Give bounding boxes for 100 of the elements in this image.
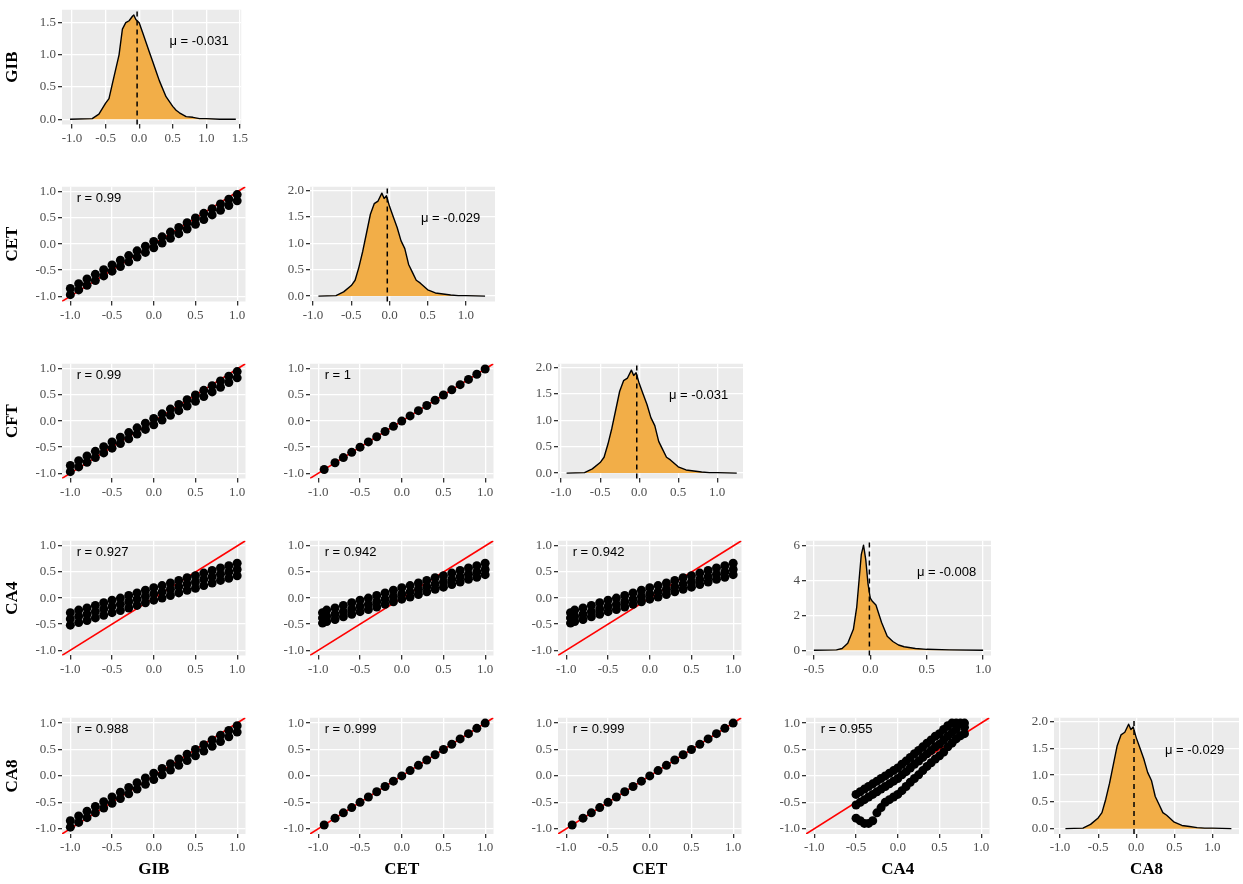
x-tick-label: -0.5 <box>349 839 371 855</box>
point <box>645 771 655 781</box>
point <box>670 755 680 765</box>
x-tick-label: -1.0 <box>550 483 572 499</box>
point <box>347 803 357 813</box>
point <box>413 406 423 416</box>
y-tick-label: 0.5 <box>287 563 304 579</box>
point <box>480 718 490 728</box>
x-tick-label: 0.5 <box>670 483 687 499</box>
x-tick-label: 1.5 <box>231 129 248 145</box>
point <box>207 387 217 397</box>
y-tick-label: 6 <box>793 537 801 553</box>
x-tick-label: -1.0 <box>308 839 329 855</box>
x-tick-label: -1.0 <box>556 660 577 676</box>
y-tick-label: 0.5 <box>287 740 304 756</box>
x-tick-label: 0.5 <box>1166 839 1183 855</box>
point <box>620 787 630 797</box>
x-tick-label: 1.0 <box>974 660 992 676</box>
y-tick-label: 0.5 <box>39 386 56 402</box>
point <box>224 201 234 211</box>
point <box>686 744 696 754</box>
y-tick-label: -0.5 <box>779 793 800 809</box>
y-tick-label: -0.5 <box>283 793 304 809</box>
y-tick-label: 1.0 <box>287 537 304 553</box>
x-tick-label: -1.0 <box>60 306 81 322</box>
y-tick-label: 0.0 <box>39 110 56 126</box>
x-tick-label: 1.0 <box>709 483 726 499</box>
x-tick-label: -1.0 <box>1049 839 1071 855</box>
y-tick-label: 0.5 <box>287 261 304 277</box>
point <box>472 723 482 733</box>
y-tick-label: 1.0 <box>535 411 552 427</box>
y-tick-label: -0.5 <box>35 438 56 454</box>
x-tick-label: -0.5 <box>349 483 371 499</box>
x-axis-title: CA4 <box>881 859 915 879</box>
y-tick-label: 0.5 <box>1031 793 1048 809</box>
y-tick-label: 0.0 <box>39 767 56 783</box>
x-tick-label: 1.0 <box>229 306 246 322</box>
y-tick-label: 2.0 <box>287 181 304 197</box>
x-tick-label: -1.0 <box>556 839 577 855</box>
y-tick-label: 1.5 <box>1031 739 1048 755</box>
y-tick-label: 1.0 <box>39 537 56 553</box>
annotation: r = 0.942 <box>324 543 377 559</box>
point <box>567 820 577 830</box>
x-tick-label: -1.0 <box>804 839 825 855</box>
x-tick-label: -1.0 <box>60 839 81 855</box>
y-tick-label: 0.5 <box>39 209 56 225</box>
x-tick-label: 0.5 <box>435 660 452 676</box>
point <box>199 215 209 225</box>
point <box>447 739 457 749</box>
x-tick-label: -0.5 <box>101 660 123 676</box>
x-tick-label: 0.5 <box>435 839 452 855</box>
annotation: μ = -0.029 <box>1165 741 1225 757</box>
point <box>355 797 365 807</box>
x-tick-label: -0.5 <box>95 129 116 145</box>
y-tick-label: -1.0 <box>531 641 552 657</box>
y-tick-label: 0.5 <box>39 740 56 756</box>
y-tick-label: 2 <box>793 606 800 622</box>
y-tick-label: 0.5 <box>535 563 552 579</box>
point <box>190 751 200 761</box>
point <box>422 400 432 410</box>
x-axis-title: GIB <box>138 859 170 879</box>
x-tick-label: 1.0 <box>477 839 494 855</box>
x-tick-label: 0.0 <box>889 839 906 855</box>
y-axis-title: CFT <box>1 403 21 439</box>
point <box>74 462 84 472</box>
x-tick-label: 1.0 <box>457 306 475 322</box>
point <box>695 739 705 749</box>
point <box>430 750 440 760</box>
point <box>174 229 184 239</box>
point <box>636 776 646 786</box>
y-tick-label: 0.5 <box>535 438 552 454</box>
point <box>149 420 159 430</box>
point <box>90 453 100 463</box>
x-tick-label: 0.5 <box>187 483 204 499</box>
x-tick-label: 0.5 <box>419 306 436 322</box>
point <box>628 781 638 791</box>
point <box>595 803 605 813</box>
point <box>447 385 457 395</box>
point <box>438 390 448 400</box>
annotation: r = 0.927 <box>76 543 129 559</box>
x-tick-label: -1.0 <box>302 306 324 322</box>
y-tick-label: -0.5 <box>35 615 56 631</box>
y-tick-label: -0.5 <box>531 615 552 631</box>
annotation: μ = -0.031 <box>169 33 229 49</box>
y-tick-label: 0.0 <box>535 589 552 605</box>
point <box>372 787 382 797</box>
point <box>99 271 109 281</box>
x-tick-label: 1.0 <box>477 660 494 676</box>
y-tick-label: 0.0 <box>39 235 56 251</box>
point <box>720 723 730 733</box>
y-tick-label: -0.5 <box>35 261 56 277</box>
annotation: r = 0.988 <box>76 721 129 736</box>
y-tick-label: 1.5 <box>535 385 552 401</box>
y-axis-title: CA4 <box>1 581 21 615</box>
y-tick-label: 0.0 <box>39 412 56 428</box>
point <box>65 467 75 477</box>
y-tick-label: 0.0 <box>1031 820 1048 836</box>
x-tick-label: -0.5 <box>349 660 371 676</box>
x-tick-label: 0.0 <box>393 839 410 855</box>
point <box>182 756 192 766</box>
